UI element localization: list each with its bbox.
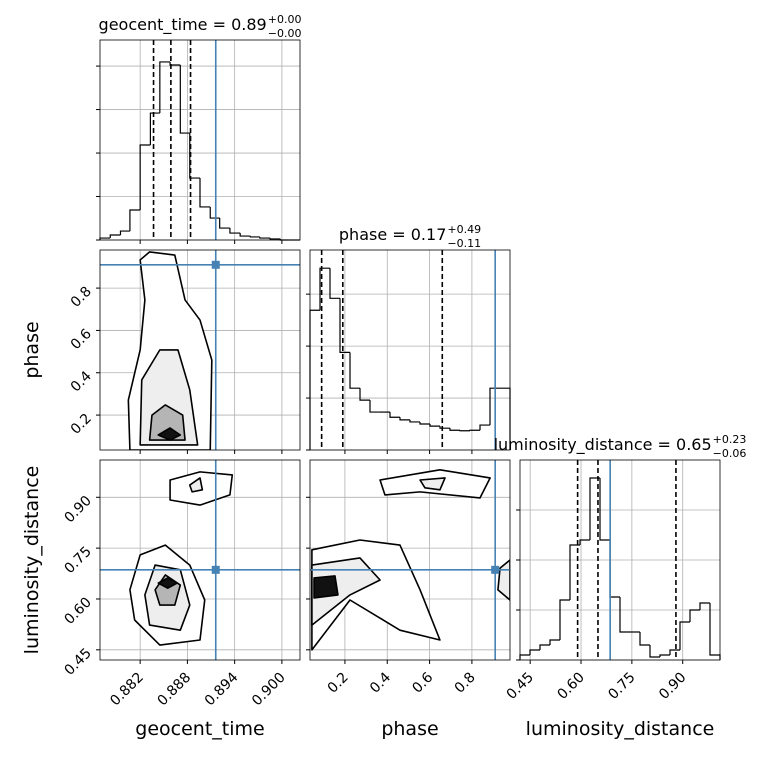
hist-bin [239,233,251,237]
x-tick-label: 0.900 [249,670,289,710]
hist-bin [259,236,271,239]
contour-group [311,469,510,651]
hist-bin [489,387,501,426]
hist-bin [679,621,690,650]
hist-bin [569,544,580,600]
title-minus: −0.00 [268,27,302,40]
contour [311,557,381,626]
y-tick-label: 0.60 [61,594,94,627]
contour [419,477,446,491]
y-tick-label: 0.2 [68,411,95,438]
hist-bin [229,228,241,234]
title-plus: +0.23 [713,433,747,446]
panel-title: geocent_time = 0.89 [99,15,267,35]
contour-group [127,251,213,450]
hist-bin [199,178,211,208]
x-tick-label: 0.894 [202,669,242,709]
hist-bin [429,424,441,427]
panel-title: phase = 0.17 [339,225,446,244]
contour [188,477,204,493]
hist-bin [409,419,421,423]
hist-bin [659,654,670,657]
hist-bin [459,430,470,432]
x-tick-label: 0.90 [656,670,689,703]
hist-bin [319,267,330,311]
hist-bin [639,632,650,646]
panel-frame [309,249,511,451]
y-tick-label: 0.45 [61,645,94,678]
truth-marker [491,565,500,574]
hist-bin [439,426,450,429]
y-tick-label: 0.4 [68,368,95,395]
x-tick-label: 0.888 [155,670,195,710]
hist-bin [419,421,430,425]
hist-bin [669,649,680,655]
panel-frame [99,459,301,661]
hist-bin [269,238,281,240]
title-plus: +0.00 [268,13,302,26]
x-axis-label: luminosity_distance [526,718,715,740]
title-plus: +0.49 [447,223,481,236]
hist-bin [589,477,600,540]
y-tick-label: 0.6 [68,326,95,353]
panel-frame [519,459,721,661]
hist-bin [579,539,590,545]
truth-marker [211,260,220,269]
hist-bin [339,298,350,353]
hist-bin [599,478,610,541]
hist-bin [249,236,260,238]
y-tick-label: 0.75 [61,544,94,577]
hist-bin [119,230,130,235]
hist-bin [619,597,630,633]
x-tick-label: 0.2 [325,670,352,697]
title-minus: −0.11 [447,237,481,250]
title-minus: −0.06 [713,447,747,460]
x-tick-label: 0.60 [554,670,587,703]
hist-bin [389,412,401,418]
contour [313,575,339,599]
hist-bin [399,417,410,421]
hist-bin [469,429,481,431]
x-tick-label: 0.882 [107,670,147,710]
panel-frame [99,39,301,241]
panel-title: luminosity_distance = 0.65 [494,435,712,455]
y-tick-label: 0.90 [61,493,94,526]
hist-bin [549,639,560,645]
hist-bin [349,352,361,389]
hist-bin [159,61,171,114]
hist-bin [359,388,370,401]
hist-bin [529,649,540,655]
hist-bin [449,428,461,431]
panel-frame [99,249,301,451]
contour [157,577,178,589]
x-tick-label: 0.8 [452,670,479,697]
y-axis-label: phase [21,321,43,378]
hist-bin [559,599,570,640]
hist-bin [109,234,121,239]
hist-bin [649,645,660,658]
x-axis-label: geocent_time [135,718,264,740]
hist-bin [179,65,190,134]
x-tick-label: 0.4 [367,669,394,696]
hist-bin [699,602,710,610]
y-axis-label: luminosity_distance [21,466,43,655]
hist-bin [369,400,381,413]
contour [157,427,182,441]
truth-marker [211,565,220,574]
x-axis-label: phase [381,718,438,740]
hist-bin [149,112,160,145]
x-tick-label: 0.6 [409,669,436,696]
x-tick-label: 0.45 [504,670,537,703]
x-tick-label: 0.75 [605,670,638,703]
hist-bin [329,268,341,299]
y-tick-label: 0.8 [68,284,95,311]
hist-bin [479,424,490,431]
hist-bin [219,218,230,229]
hist-bin [689,609,700,622]
hist-bin [139,144,151,210]
hist-bin [539,644,550,650]
hist-bin [129,209,141,232]
panel-frame [309,459,511,661]
